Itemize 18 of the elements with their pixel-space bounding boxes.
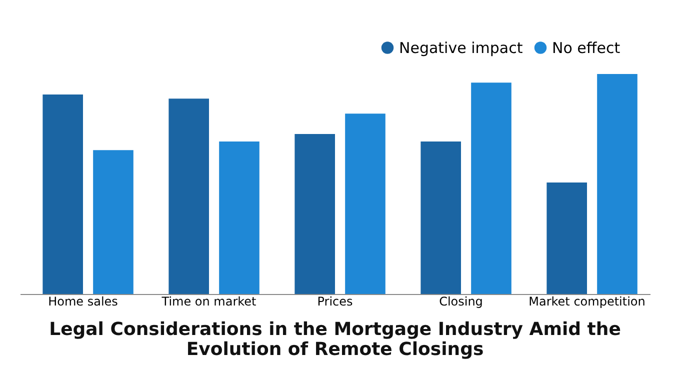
x-tick-label: Prices [317, 294, 353, 308]
bar [345, 114, 386, 294]
bar [42, 94, 83, 294]
bar [168, 98, 209, 294]
bar [597, 74, 638, 294]
bar [420, 142, 461, 294]
bar [294, 134, 335, 294]
x-tick-label: Closing [439, 294, 483, 308]
legend-label: Negative impact [399, 38, 523, 57]
x-tick-label: Market competition [528, 294, 646, 308]
bar [219, 142, 260, 294]
x-tick-label: Time on market [160, 294, 257, 308]
bar [93, 150, 134, 294]
x-tick-label: Home sales [48, 294, 118, 308]
bar [471, 82, 512, 294]
text: Legal Considerations in the Mortgage Industry Amid the Evolution of Remote Closings [49, 319, 621, 360]
bar [546, 182, 587, 294]
legend-label: No effect [552, 38, 620, 57]
